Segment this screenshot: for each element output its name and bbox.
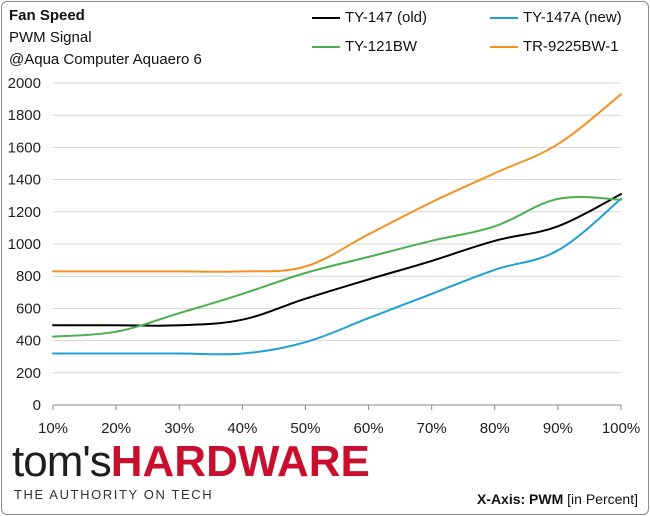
data-point-ty-147a-new-20 (115, 352, 117, 354)
chart-subtitle-2: @Aqua Computer Aquaero 6 (9, 51, 202, 68)
data-point-ty-147a-new-60 (367, 317, 369, 319)
x-tick-label-100: 100% (602, 420, 640, 437)
y-tick-label-200: 200 (16, 365, 41, 382)
data-point-ty-121bw-50 (304, 272, 306, 274)
x-tick-label-20: 20% (101, 420, 131, 437)
legend-label-ty121bw: TY-121BW (345, 38, 417, 55)
data-point-tr-9225bw-1-10 (52, 270, 54, 272)
data-point-tr-9225bw-1-80 (494, 172, 496, 174)
data-point-ty-121bw-80 (494, 225, 496, 227)
data-point-ty-147a-new-50 (304, 341, 306, 343)
legend-label-tr9225bw1: TR-9225BW-1 (523, 38, 619, 55)
y-tick-label-1600: 1600 (8, 139, 41, 156)
data-point-ty-147-old-30 (178, 324, 180, 326)
data-point-ty-121bw-100 (620, 199, 622, 201)
series-line-tr-9225bw-1 (52, 93, 622, 273)
data-point-tr-9225bw-1-20 (115, 270, 117, 272)
y-tick-label-600: 600 (16, 300, 41, 317)
legend-item-tr9225bw1: TR-9225BW-1 (490, 38, 619, 55)
x-axis-note-rest: [in Percent] (567, 491, 638, 507)
logo-hardware: HARDWARE (110, 437, 370, 486)
y-tick-label-1800: 1800 (8, 107, 41, 124)
data-point-ty-147-old-90 (557, 225, 559, 227)
x-tick-label-60: 60% (354, 420, 384, 437)
x-tick-label-50: 50% (290, 420, 320, 437)
legend-swatch-ty147a-new (490, 16, 518, 19)
data-point-ty-121bw-90 (557, 198, 559, 200)
data-point-ty-147-old-10 (52, 324, 54, 326)
x-tick-label-70: 70% (417, 420, 447, 437)
legend-item-ty147a-new: TY-147A (new) (490, 9, 622, 26)
y-tick-label-400: 400 (16, 333, 41, 350)
x-tick-label-90: 90% (543, 420, 573, 437)
y-tick-label-2000: 2000 (8, 75, 41, 92)
data-point-tr-9225bw-1-100 (620, 93, 622, 95)
y-tick-label-1400: 1400 (8, 172, 41, 189)
y-tick-label-800: 800 (16, 268, 41, 285)
legend-item-ty147-old: TY-147 (old) (312, 9, 427, 26)
data-point-ty-147a-new-80 (494, 269, 496, 271)
data-point-ty-147a-new-70 (431, 293, 433, 295)
series-line-ty-121bw (52, 195, 622, 338)
y-tick-label-1000: 1000 (8, 236, 41, 253)
data-point-ty-147a-new-10 (52, 352, 54, 354)
data-point-tr-9225bw-1-60 (367, 233, 369, 235)
data-point-ty-121bw-20 (115, 331, 117, 333)
data-point-tr-9225bw-1-90 (557, 143, 559, 145)
data-point-ty-147a-new-30 (178, 352, 180, 354)
data-point-ty-121bw-60 (367, 256, 369, 258)
x-tick-label-30: 30% (164, 420, 194, 437)
data-point-ty-121bw-40 (241, 293, 243, 295)
legend-item-ty121bw: TY-121BW (312, 38, 417, 55)
legend-swatch-ty121bw (312, 45, 340, 48)
chart-title: Fan Speed (9, 7, 85, 24)
series-line-ty-147a-new (52, 197, 622, 356)
data-point-ty-147a-new-40 (241, 352, 243, 354)
data-point-ty-121bw-10 (52, 335, 54, 337)
x-axis-note: X-Axis: PWM [in Percent] (477, 491, 638, 507)
data-point-ty-147-old-100 (620, 193, 622, 195)
data-point-ty-121bw-70 (431, 240, 433, 242)
chart-subtitle: PWM Signal (9, 29, 92, 46)
data-point-ty-147a-new-90 (557, 249, 559, 251)
data-point-ty-147-old-70 (431, 260, 433, 262)
x-tick-label-10: 10% (38, 420, 68, 437)
data-point-ty-121bw-30 (178, 312, 180, 314)
y-tick-label-0: 0 (33, 397, 41, 414)
toms-hardware-logo: tom'sHARDWARE (12, 440, 370, 484)
data-point-ty-147-old-60 (367, 278, 369, 280)
data-point-ty-147-old-80 (494, 240, 496, 242)
series-line-ty-147-old (52, 193, 622, 327)
legend-label-ty147-old: TY-147 (old) (345, 9, 427, 26)
legend-swatch-tr9225bw1 (490, 45, 518, 48)
logo-toms: tom's (12, 437, 112, 486)
y-tick-label-1200: 1200 (8, 204, 41, 221)
x-axis-note-bold: X-Axis: PWM (476, 491, 564, 507)
x-tick-label-80: 80% (480, 420, 510, 437)
data-point-tr-9225bw-1-50 (304, 265, 306, 267)
legend-swatch-ty147-old (312, 16, 340, 19)
data-point-ty-147-old-40 (241, 319, 243, 321)
data-point-tr-9225bw-1-40 (241, 270, 243, 272)
data-point-tr-9225bw-1-30 (178, 270, 180, 272)
data-point-ty-147-old-20 (115, 324, 117, 326)
data-point-ty-147-old-50 (304, 298, 306, 300)
logo-tagline: THE AUTHORITY ON TECH (14, 487, 214, 502)
x-tick-label-40: 40% (227, 420, 257, 437)
legend-label-ty147a-new: TY-147A (new) (523, 9, 622, 26)
data-point-tr-9225bw-1-70 (431, 201, 433, 203)
